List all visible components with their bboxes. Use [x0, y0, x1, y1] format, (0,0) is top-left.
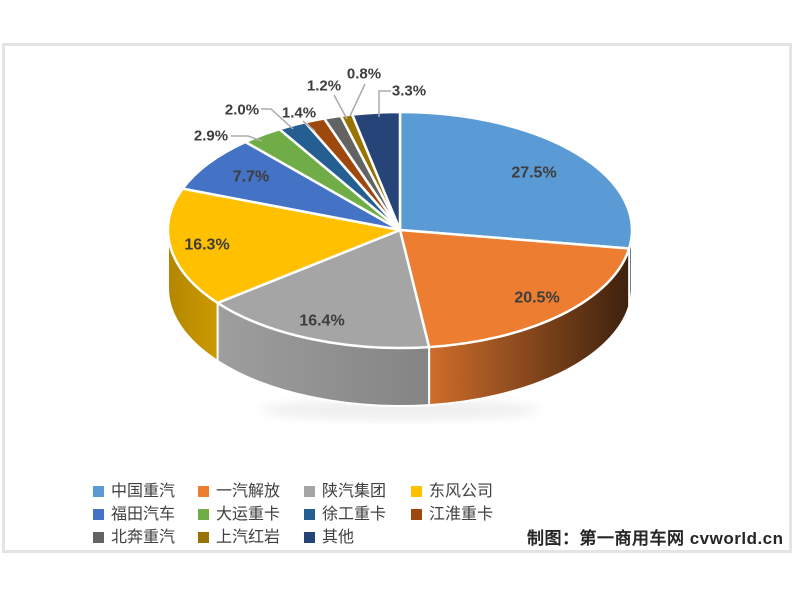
legend-label: 中国重汽: [111, 482, 176, 500]
legend-item-10: 其他: [304, 528, 355, 546]
legend-label: 大运重卡: [216, 505, 281, 523]
legend-label: 陕汽集团: [322, 482, 387, 500]
pie-label-10: 3.3%: [392, 83, 426, 100]
pie-label-6: 2.0%: [225, 102, 259, 119]
legend-label: 一汽解放: [216, 482, 281, 500]
legend-item-3: 东风公司: [411, 482, 494, 500]
legend-label: 徐工重卡: [322, 505, 387, 523]
legend-item-5: 大运重卡: [198, 505, 281, 523]
legend-item-7: 江淮重卡: [411, 505, 494, 523]
pie-label-8: 1.2%: [307, 78, 341, 95]
legend-item-1: 一汽解放: [198, 482, 281, 500]
legend-item-8: 北奔重汽: [93, 528, 176, 546]
legend-item-2: 陕汽集团: [304, 482, 387, 500]
legend: 中国重汽 一汽解放 陕汽集团 东风公司福田汽车 大运重卡 徐工重卡 江淮重卡北奔重汽 上汽红岩…: [93, 480, 493, 549]
leader-line-9: [349, 83, 366, 117]
legend-swatch-icon: [304, 486, 315, 497]
legend-swatch-icon: [411, 486, 422, 497]
pie-label-7: 1.4%: [282, 105, 316, 122]
legend-item-0: 中国重汽: [93, 482, 176, 500]
legend-swatch-icon: [304, 509, 315, 520]
leader-line-7: [302, 120, 316, 132]
leader-line-5: [231, 135, 263, 142]
legend-swatch-icon: [304, 532, 315, 543]
legend-swatch-icon: [198, 532, 209, 543]
legend-label: 其他: [322, 528, 355, 546]
legend-swatch-icon: [198, 486, 209, 497]
pie-label-4: 7.7%: [233, 169, 269, 186]
pie-label-3: 16.3%: [184, 237, 229, 254]
legend-swatch-icon: [93, 509, 104, 520]
pie-label-1: 20.5%: [514, 290, 559, 307]
legend-item-9: 上汽红岩: [198, 528, 281, 546]
legend-item-4: 福田汽车: [93, 505, 176, 523]
pie-slice-4: [181, 140, 402, 232]
legend-item-6: 徐工重卡: [304, 505, 387, 523]
legend-swatch-icon: [93, 532, 104, 543]
pie-slice-10: [350, 110, 402, 232]
pie-label-2: 16.4%: [299, 313, 344, 330]
leader-line-6: [261, 108, 294, 130]
pie-slice-0: [398, 110, 634, 250]
pie-label-5: 2.9%: [194, 128, 228, 145]
legend-swatch-icon: [93, 486, 104, 497]
legend-label: 东风公司: [429, 482, 494, 500]
leader-line-10: [378, 90, 391, 117]
legend-label: 上汽红岩: [216, 528, 281, 546]
legend-swatch-icon: [411, 509, 422, 520]
legend-label: 北奔重汽: [111, 528, 176, 546]
pie-shadow: [260, 399, 540, 421]
leader-line-8: [333, 94, 348, 120]
pie-label-9: 0.8%: [347, 66, 381, 83]
legend-label: 福田汽车: [111, 505, 176, 523]
pie-slice-3: [166, 187, 402, 305]
pie-label-0: 27.5%: [511, 165, 556, 182]
legend-label: 江淮重卡: [429, 505, 494, 523]
pie-slice-2: [216, 228, 431, 350]
attribution-text: 制图：第一商用车网 cvworld.cn: [527, 529, 784, 548]
pie-slice-1: [398, 228, 631, 349]
legend-swatch-icon: [198, 509, 209, 520]
